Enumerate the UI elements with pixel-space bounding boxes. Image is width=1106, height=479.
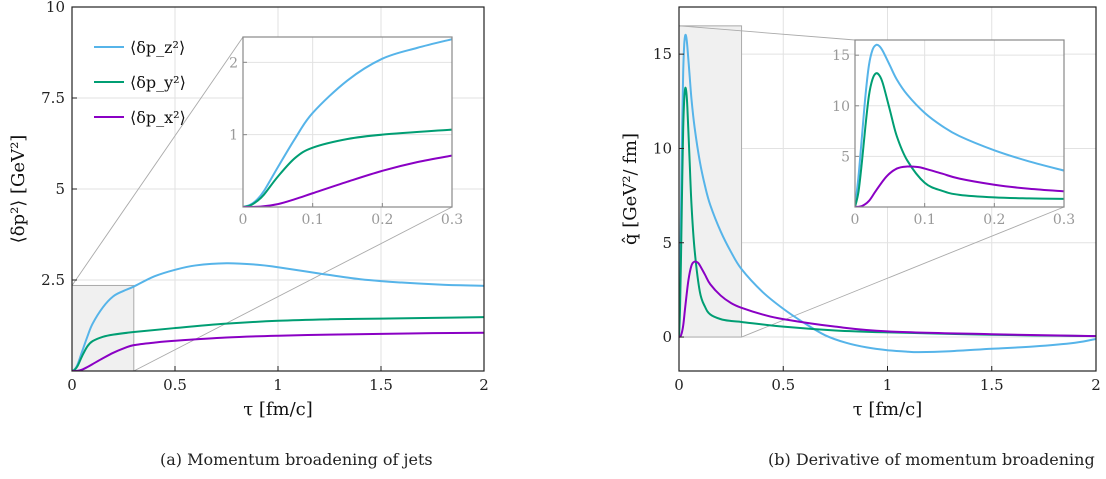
- chart-a-ytick-label-2: 7.5: [41, 89, 65, 107]
- chart-b: 0 0.5 1 1.5 2 0 5 10 15 τ [fm/c] q̂ [GeV²/ fm] 0 0.1…: [620, 6, 1101, 420]
- chart-b-connector-top: [678, 25, 856, 41]
- chart-a-inset-xtick-label-3: 0.3: [441, 212, 463, 228]
- chart-a-y-axis-label: ⟨δp²⟩ [GeV²]: [8, 135, 29, 244]
- chart-b-xtick-label-4: 2: [1091, 376, 1101, 394]
- chart-b-ytick-label-2: 10: [653, 139, 672, 157]
- legend-label-y: ⟨δp_y²⟩: [130, 73, 186, 92]
- chart-a: 0 0.5 1 1.5 2 2.5 5 7.5 10 τ [fm/c] ⟨δp²⟩ [GeV²] 0 0…: [8, 0, 489, 420]
- caption-a: (a) Momentum broadening of jets: [160, 450, 433, 469]
- chart-a-ytick-label-0: 2.5: [41, 271, 65, 289]
- chart-a-series-x-line: [72, 331, 484, 371]
- chart-b-inset-xtick-label-1: 0.1: [914, 212, 936, 228]
- chart-b-series-y-line: [679, 86, 1096, 338]
- chart-a-connector-bottom: [133, 206, 453, 372]
- chart-b-inset-ytick-label-1: 10: [832, 99, 850, 115]
- chart-a-inset-xtick-label-0: 0: [239, 212, 248, 228]
- chart-a-inset-ytick-label-0: 1: [229, 128, 238, 144]
- legend-label-z: ⟨δp_z²⟩: [130, 38, 185, 57]
- caption-b: (b) Derivative of momentum broadening: [768, 450, 1095, 469]
- chart-a-xtick-label-3: 1.5: [369, 376, 393, 394]
- chart-a-xtick-label-1: 0.5: [163, 376, 187, 394]
- chart-a-inset-series-x-line: [243, 154, 452, 207]
- chart-b-inset-frame: [854, 39, 1065, 208]
- chart-a-inset-xtick-label-1: 0.1: [302, 212, 324, 228]
- chart-b-ytick-label-3: 15: [653, 45, 672, 63]
- chart-a-ytick-label-3: 10: [46, 0, 65, 16]
- chart-b-y-axis-label: q̂ [GeV²/ fm]: [620, 133, 641, 245]
- chart-b-xtick-label-0: 0: [674, 376, 684, 394]
- chart-a-inset-xtick-label-2: 0.2: [371, 212, 393, 228]
- chart-a-xtick-label-0: 0: [67, 376, 77, 394]
- chart-a-inset-bg: [243, 37, 452, 207]
- chart-b-ytick-label-0: 0: [662, 328, 672, 346]
- chart-a-inset-frame: [242, 36, 453, 208]
- chart-b-inset-xtick-label-2: 0.2: [983, 212, 1005, 228]
- chart-a-series-z-line: [72, 262, 484, 371]
- chart-b-inset-series-z-line: [855, 43, 1064, 207]
- chart-b-inset-ytick-label-2: 15: [832, 48, 850, 64]
- chart-b-inset-xtick-label-3: 0.3: [1053, 212, 1075, 228]
- chart-a-ytick-label-1: 5: [55, 180, 65, 198]
- chart-b-series-z-line: [679, 33, 1096, 354]
- chart-b-x-axis-label: τ [fm/c]: [853, 399, 923, 420]
- chart-b-inset-ytick-label-0: 5: [841, 149, 850, 165]
- chart-b-ytick-label-1: 5: [662, 234, 672, 252]
- chart-a-x-axis-label: τ [fm/c]: [243, 399, 313, 420]
- chart-b-xtick-label-3: 1.5: [980, 376, 1004, 394]
- chart-a-xtick-label-4: 2: [479, 376, 489, 394]
- chart-a-inset-ytick-label-1: 2: [229, 55, 238, 71]
- chart-b-inset-bg: [855, 40, 1064, 207]
- chart-b-xtick-label-1: 0.5: [771, 376, 795, 394]
- legend-label-x: ⟨δp_x²⟩: [130, 108, 186, 127]
- chart-b-series-x-line: [679, 260, 1096, 338]
- chart-a-inset-series-y-line: [243, 128, 452, 207]
- chart-a-series-y-line: [72, 316, 484, 371]
- chart-b-xtick-label-2: 1: [883, 376, 893, 394]
- chart-b-connector-bottom: [741, 206, 1065, 338]
- chart-b-inset-series-x-line: [855, 165, 1064, 207]
- chart-a-xtick-label-2: 1: [273, 376, 283, 394]
- chart-b-inset-series-y-line: [855, 72, 1064, 207]
- chart-b-inset-xtick-label-0: 0: [851, 212, 860, 228]
- chart-a-connector-top: [71, 36, 244, 286]
